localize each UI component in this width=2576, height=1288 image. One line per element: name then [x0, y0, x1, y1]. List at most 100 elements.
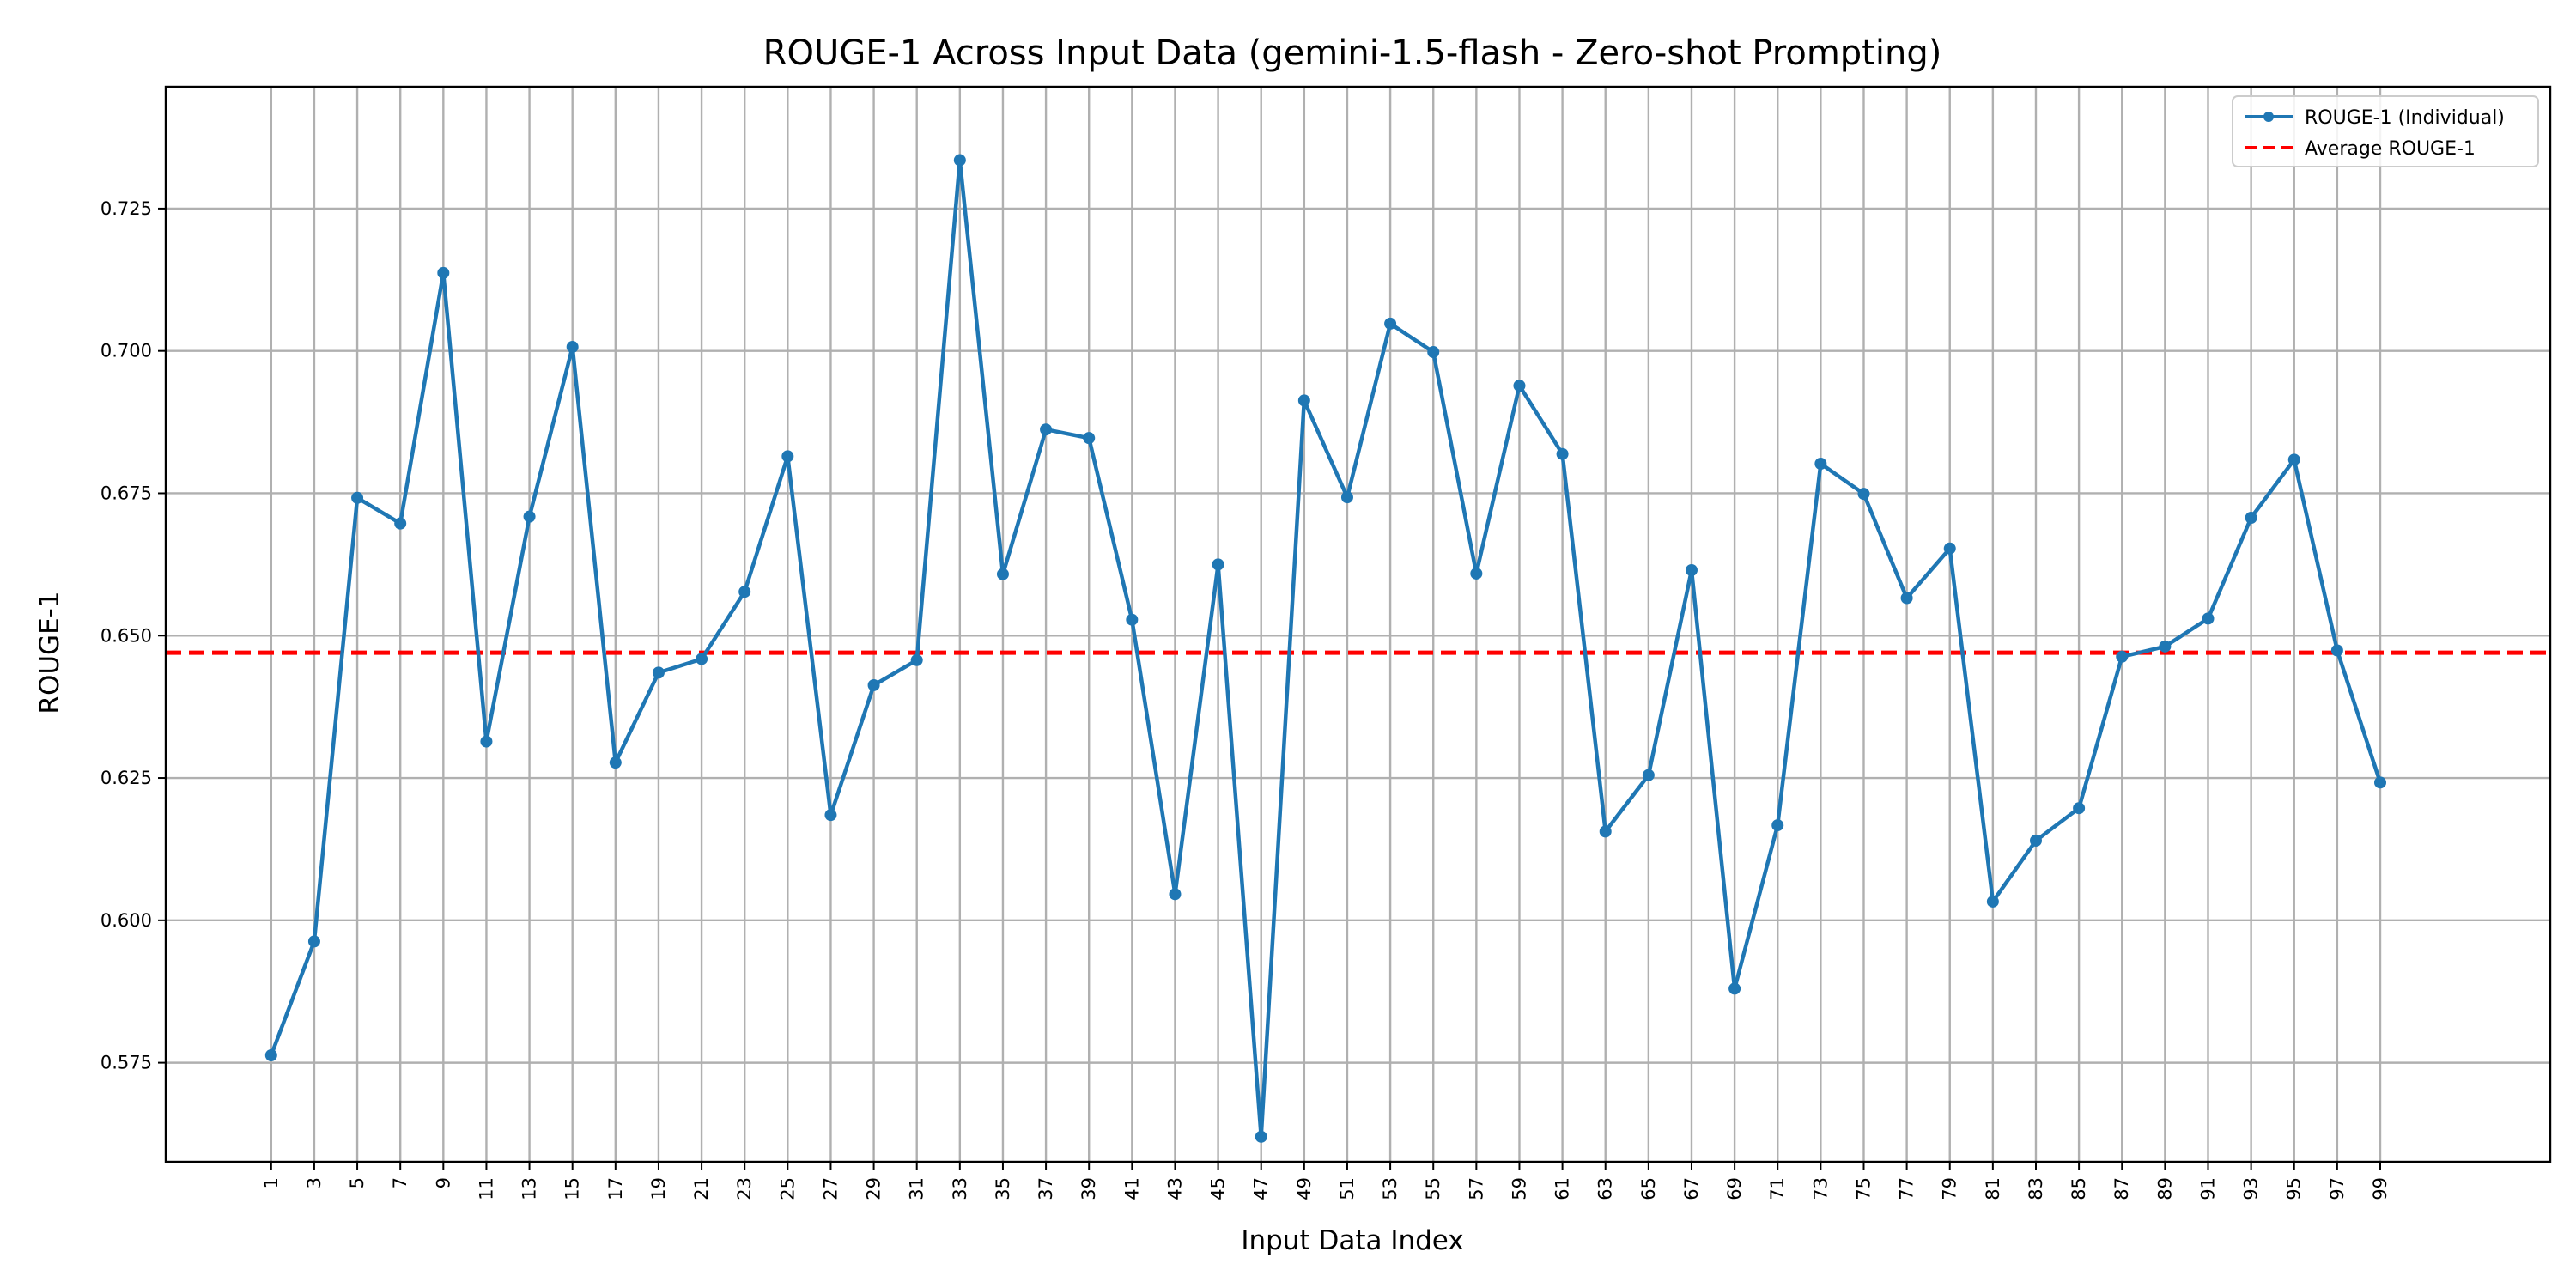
data-point [1040, 423, 1053, 436]
x-tick-label: 87 [2111, 1177, 2132, 1200]
series-line-individual [269, 158, 2383, 1139]
x-tick-label: 21 [691, 1177, 712, 1200]
data-point [566, 341, 579, 354]
legend-box [2232, 95, 2539, 167]
data-point [2116, 650, 2129, 663]
x-tick-label: 33 [950, 1177, 970, 1200]
data-point [1427, 346, 1440, 359]
x-tick-label: 31 [907, 1177, 927, 1200]
series-layer [264, 154, 2387, 1143]
y-tick-label: 0.700 [100, 341, 152, 361]
x-tick-label: 7 [390, 1177, 410, 1188]
x-tick-label: 29 [864, 1177, 884, 1200]
y-tick-label: 0.600 [100, 910, 152, 931]
data-point [1297, 394, 1310, 407]
y-tick-label: 0.650 [100, 625, 152, 646]
x-tick-label: 95 [2284, 1177, 2305, 1200]
data-point [1857, 488, 1870, 501]
data-point [2245, 511, 2257, 524]
x-tick-label: 83 [2026, 1177, 2046, 1200]
x-tick-label: 1 [261, 1177, 282, 1188]
x-tick-label: 91 [2197, 1177, 2218, 1200]
data-point [781, 450, 794, 463]
data-point [2330, 644, 2343, 657]
data-point [1685, 564, 1698, 577]
data-point [1728, 982, 1741, 995]
x-tick-label: 61 [1552, 1177, 1573, 1200]
x-tick-label: 57 [1466, 1177, 1486, 1200]
y-tick-label: 0.575 [100, 1053, 152, 1073]
x-tick-label: 59 [1509, 1177, 1529, 1200]
data-point [609, 756, 622, 769]
x-tick-label: 13 [519, 1177, 540, 1200]
data-point [1986, 895, 1999, 908]
x-tick-label: 71 [1767, 1177, 1788, 1200]
x-tick-label: 51 [1337, 1177, 1358, 1200]
data-point [1943, 542, 1956, 555]
x-tick-label: 47 [1251, 1177, 1272, 1200]
legend-label-average: Average ROUGE-1 [2305, 138, 2476, 160]
data-point [1340, 491, 1353, 504]
data-point [1169, 888, 1182, 901]
y-axis-ticks: 0.575 0.600 0.625 0.650 0.675 0.700 0.725 [100, 198, 166, 1073]
data-point [264, 1048, 277, 1061]
data-point [1556, 447, 1569, 460]
data-point [867, 678, 880, 691]
data-point [910, 653, 923, 666]
data-point [480, 735, 493, 748]
x-tick-label: 73 [1810, 1177, 1831, 1200]
data-point [1900, 592, 1913, 605]
legend-label-individual: ROUGE-1 (Individual) [2305, 107, 2505, 129]
x-tick-label: 43 [1164, 1177, 1185, 1200]
x-tick-label: 79 [1940, 1177, 1960, 1200]
x-tick-label: 63 [1595, 1177, 1616, 1200]
x-axis-ticks: 1 3 5 7 9 11 13 15 17 19 21 23 25 27 29 31 33 35 37 39 41 43 4… [261, 1162, 2391, 1200]
x-tick-label: 53 [1380, 1177, 1400, 1200]
data-point [696, 653, 708, 665]
data-point [953, 154, 966, 167]
x-tick-label: 93 [2241, 1177, 2262, 1200]
x-tick-label: 17 [605, 1177, 626, 1200]
data-point [1642, 769, 1655, 781]
legend-marker-individual [2263, 112, 2274, 122]
x-tick-label: 27 [820, 1177, 841, 1200]
x-tick-label: 55 [1423, 1177, 1443, 1200]
x-tick-label: 19 [648, 1177, 669, 1200]
x-tick-label: 23 [734, 1177, 755, 1200]
y-tick-label: 0.725 [100, 198, 152, 219]
x-tick-label: 5 [347, 1177, 368, 1188]
x-tick-label: 69 [1724, 1177, 1745, 1200]
data-point [437, 266, 450, 279]
data-point [2029, 834, 2042, 847]
data-point [2073, 802, 2086, 815]
x-tick-label: 25 [777, 1177, 798, 1200]
legend: ROUGE-1 (Individual) Average ROUGE-1 [2232, 95, 2539, 167]
data-point [1212, 558, 1224, 571]
x-tick-label: 11 [476, 1177, 496, 1200]
x-tick-label: 35 [993, 1177, 1013, 1200]
x-tick-label: 41 [1121, 1177, 1142, 1200]
data-point [652, 666, 665, 679]
data-point [1513, 380, 1526, 392]
x-tick-label: 65 [1638, 1177, 1659, 1200]
data-point [824, 809, 837, 822]
x-tick-label: 45 [1208, 1177, 1229, 1200]
data-point [351, 491, 364, 504]
x-tick-label: 89 [2154, 1177, 2175, 1200]
x-tick-label: 99 [2370, 1177, 2391, 1200]
x-tick-label: 49 [1294, 1177, 1315, 1200]
data-point [738, 586, 751, 598]
x-tick-label: 75 [1853, 1177, 1874, 1200]
plot-frame [164, 85, 2552, 1163]
x-axis-label: Input Data Index [1241, 1225, 1463, 1256]
data-point [1384, 317, 1397, 330]
data-point [1126, 613, 1139, 626]
data-point [1083, 432, 1096, 445]
data-point [1814, 457, 1827, 470]
y-axis-label: ROUGE-1 [34, 591, 65, 714]
data-point [1255, 1130, 1267, 1143]
x-tick-label: 67 [1681, 1177, 1702, 1200]
x-tick-label: 85 [2069, 1177, 2089, 1200]
x-tick-label: 81 [1983, 1177, 2003, 1200]
